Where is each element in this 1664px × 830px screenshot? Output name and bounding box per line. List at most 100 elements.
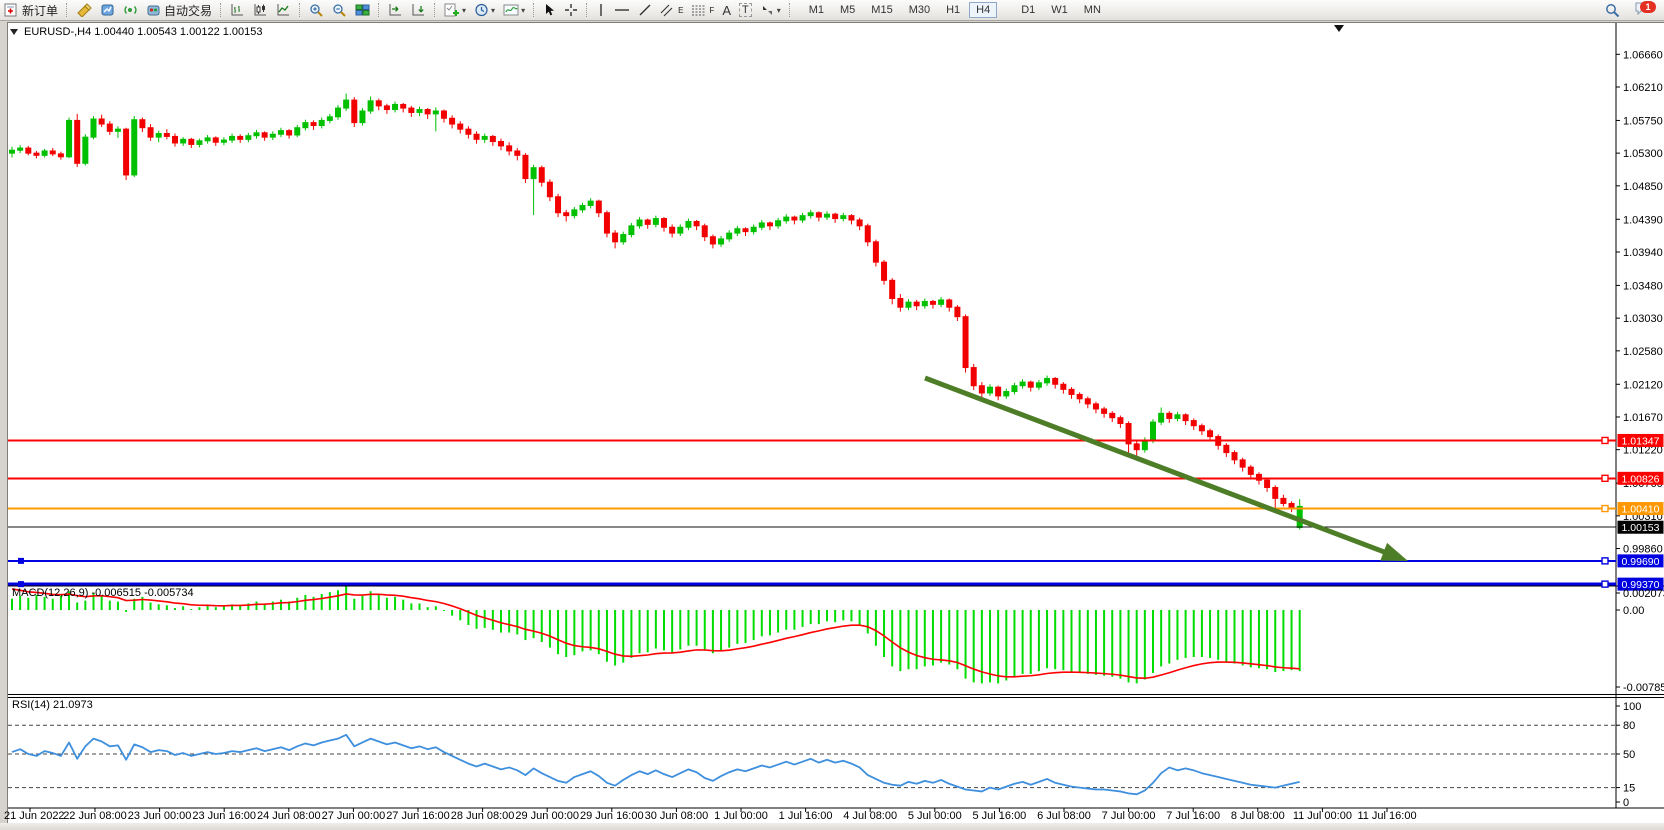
scroll-to-end-marker-icon[interactable] (1334, 25, 1344, 32)
auto-scroll-button[interactable] (408, 1, 429, 19)
signal-icon (124, 6, 137, 14)
stamp-button[interactable] (73, 1, 95, 19)
svg-text:-0.007853: -0.007853 (1623, 682, 1664, 694)
svg-text:5 Jul 00:00: 5 Jul 00:00 (908, 810, 962, 822)
candle-chart-button[interactable] (250, 1, 271, 19)
vline-tool-button[interactable] (593, 1, 609, 19)
svg-text:1.03940: 1.03940 (1623, 247, 1663, 259)
zoom-out-icon (333, 4, 346, 17)
separator (434, 3, 436, 17)
indicators-button[interactable]: ▾ (441, 1, 469, 19)
price-badge: 1.00826 (1617, 471, 1664, 485)
candle-chart-icon (254, 4, 267, 16)
arrows-tool-button[interactable]: ▾ (757, 1, 784, 19)
svg-text:15: 15 (1623, 783, 1635, 795)
price-badge: 1.00410 (1617, 502, 1664, 516)
line-handle[interactable] (1601, 436, 1609, 445)
trendline-tool-button[interactable] (635, 1, 655, 19)
separator (299, 3, 301, 17)
macd-label-text: MACD(12,26,9) -0.006515 -0.005734 (12, 587, 194, 599)
hline-object-1.00410[interactable] (8, 504, 1616, 513)
price-badge: 1.01347 (1617, 433, 1664, 447)
zoom-out-button[interactable] (329, 1, 350, 19)
separator (788, 3, 791, 17)
hline-tool-button[interactable] (611, 1, 633, 19)
macd-signal-line (11, 588, 1300, 680)
timeframe-m30[interactable]: M30 (908, 4, 931, 16)
svg-text:1 Jul 16:00: 1 Jul 16:00 (779, 810, 833, 822)
search-icon[interactable] (1605, 3, 1620, 18)
hline-object-0.99690[interactable] (8, 557, 1616, 565)
price-badge: 0.99370 (1617, 577, 1664, 591)
hline-object-1.01347[interactable] (8, 436, 1616, 445)
svg-text:29 Jun 16:00: 29 Jun 16:00 (580, 810, 644, 822)
line-handle[interactable] (18, 581, 24, 588)
tile-windows-button[interactable] (352, 1, 373, 19)
timeframe-w1[interactable]: W1 (1051, 4, 1068, 16)
timeframe-h1[interactable]: H1 (946, 4, 961, 16)
periods-button[interactable]: ▾ (471, 1, 498, 19)
line-handle[interactable] (1601, 474, 1609, 483)
separator (533, 3, 535, 17)
new-order-button[interactable]: 新订单 (1, 1, 61, 19)
fibonacci-tool-button[interactable]: F (688, 1, 717, 19)
templates-button[interactable]: ▾ (500, 1, 528, 19)
line-chart-button[interactable] (273, 1, 294, 19)
shift-chart-button[interactable] (385, 1, 406, 19)
hline-object-1.00826[interactable] (8, 474, 1616, 483)
svg-text:23 Jun 00:00: 23 Jun 00:00 (128, 810, 192, 822)
timeframe-h4[interactable]: H4 (969, 2, 998, 18)
line-handle[interactable] (1601, 504, 1609, 513)
svg-text:1.02580: 1.02580 (1623, 346, 1663, 358)
zoom-in-button[interactable] (306, 1, 327, 19)
timeframe-m5[interactable]: M5 (840, 4, 856, 16)
bar-chart-icon (231, 4, 244, 16)
quote-line: EURUSD-,H4 1.00440 1.00543 1.00122 1.001… (24, 26, 263, 38)
chart-quote-line[interactable]: EURUSD-,H4 1.00440 1.00543 1.00122 1.001… (10, 26, 263, 38)
macd-indicator-label: MACD(12,26,9) -0.006515 -0.005734 (12, 587, 194, 599)
market-watch-button[interactable] (97, 1, 118, 19)
timeframe-d1[interactable]: D1 (1021, 4, 1036, 16)
timeframe-m1[interactable]: M1 (808, 4, 825, 16)
status-bar (0, 823, 1664, 830)
svg-text:11 Jul 16:00: 11 Jul 16:00 (1357, 810, 1416, 822)
line-handle[interactable] (18, 557, 24, 564)
signal-button[interactable] (120, 1, 141, 19)
svg-text:1.06210: 1.06210 (1623, 82, 1663, 94)
rsi-line (11, 733, 1300, 796)
autotrade-button[interactable]: 自动交易 (143, 1, 215, 19)
svg-text:0.99690: 0.99690 (1622, 556, 1660, 568)
line-handle[interactable] (1601, 557, 1609, 565)
separator (378, 3, 380, 17)
timeframe-m15[interactable]: M15 (871, 4, 893, 16)
bar-chart-button[interactable] (227, 1, 248, 19)
svg-text:1.01670: 1.01670 (1623, 412, 1663, 424)
new-order-label: 新订单 (22, 3, 59, 18)
svg-text:7 Jul 16:00: 7 Jul 16:00 (1166, 810, 1220, 822)
svg-text:50: 50 (1623, 749, 1635, 761)
svg-text:1.00153: 1.00153 (1622, 522, 1660, 534)
notification-badge: 1 (1640, 1, 1656, 13)
trend-arrow-object[interactable] (924, 375, 1408, 561)
zoom-in-icon (310, 4, 323, 17)
hline-object-0.99370[interactable] (8, 580, 1616, 588)
text-label-tool-button[interactable]: T (736, 1, 755, 19)
text-label-icon: T (738, 3, 752, 17)
arrows-icon (762, 6, 772, 15)
text-tool-button[interactable]: A (719, 1, 734, 19)
svg-text:100: 100 (1623, 701, 1641, 713)
channel-tool-button[interactable]: E (657, 1, 686, 19)
svg-text:1.01220: 1.01220 (1623, 445, 1663, 457)
line-handle[interactable] (1601, 580, 1609, 588)
crosshair-button[interactable] (561, 1, 581, 19)
svg-text:29 Jun 00:00: 29 Jun 00:00 (515, 810, 579, 822)
notifications-button[interactable]: 1 (1634, 1, 1656, 19)
svg-text:1.01347: 1.01347 (1622, 435, 1660, 447)
timeframe-mn[interactable]: MN (1083, 4, 1101, 16)
cursor-button[interactable] (540, 1, 559, 19)
price-badge: 0.99690 (1617, 554, 1664, 568)
vertical-line-icon (600, 4, 602, 16)
shift-chart-icon (389, 4, 402, 16)
